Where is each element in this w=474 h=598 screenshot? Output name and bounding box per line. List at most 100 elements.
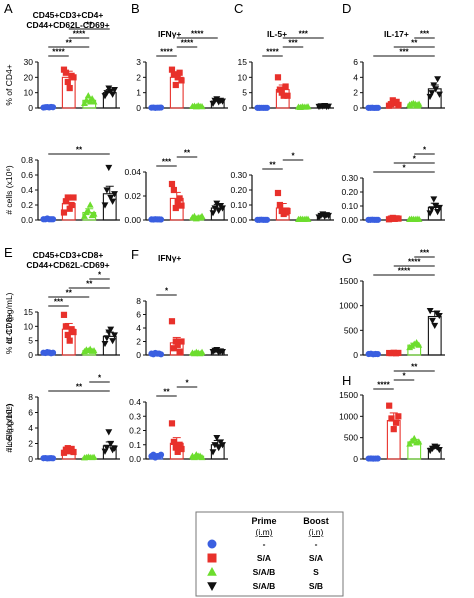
y-tick-label: 0.1 — [129, 440, 141, 450]
chart-panel-d2: 0.00 0.10 0.20 0.30 * * * — [341, 146, 445, 225]
chart-panel-a2: 0.0 0.2 0.4 0.6 0.8 # cells (x10⁶) ** — [4, 146, 120, 225]
panel-title: IFNγ+ — [158, 253, 181, 263]
significance-label: **** — [266, 48, 279, 57]
y-tick-label: 15 — [24, 307, 34, 317]
data-point-group-4 — [109, 91, 117, 98]
y-tick-label: 20 — [24, 72, 34, 82]
y-axis-label: # cells (x10⁶) — [4, 165, 14, 214]
data-point-group-3 — [90, 453, 98, 460]
legend-boost-3: S — [313, 567, 319, 577]
data-point-group-2 — [284, 92, 291, 99]
y-tick-label: 500 — [344, 325, 358, 335]
y-tick-label: 0.4 — [21, 185, 33, 195]
legend-symbol-4 — [207, 582, 217, 592]
data-point-group-3 — [198, 102, 206, 110]
panel-letter-f: F — [131, 247, 139, 262]
y-tick-label: 5 — [242, 88, 247, 98]
panel-title: CD45+CD3+CD8+ — [33, 250, 104, 260]
data-point-group-4 — [111, 87, 118, 94]
data-point-group-4 — [435, 447, 443, 454]
data-point-group-2 — [62, 69, 69, 76]
legend-prime-2: S/A — [257, 553, 271, 563]
significance-label: **** — [160, 48, 173, 57]
data-point-group-3 — [304, 215, 312, 222]
panel-title: IL-17+ — [384, 29, 409, 39]
legend-frame — [195, 511, 344, 597]
data-point-group-2 — [70, 328, 77, 336]
data-point-group-1 — [49, 104, 57, 111]
data-point-group-2 — [70, 448, 77, 456]
data-point-group-3 — [304, 103, 312, 110]
data-point-group-2 — [284, 207, 291, 215]
legend-boost-1: - — [315, 539, 318, 549]
chart-panel-c2: 0.000.100.200.30*** — [230, 152, 334, 225]
significance-label: *** — [420, 249, 430, 258]
y-tick-label: 4 — [136, 323, 141, 333]
data-point-group-4 — [325, 212, 332, 220]
y-tick-label: 0.30 — [230, 170, 247, 180]
data-point-group-2 — [60, 209, 68, 216]
panel-title: CD44+CD62L-CD69+ — [26, 20, 109, 30]
data-point-group-4 — [103, 187, 111, 194]
y-tick-label: 15 — [238, 57, 248, 67]
bar-group-4 — [427, 315, 442, 356]
significance-label: * — [98, 374, 102, 383]
data-point-group-2 — [174, 341, 181, 348]
y-tick-label: 0 — [353, 350, 358, 360]
data-point-group-4 — [426, 93, 434, 101]
y-axis-label: # cells (x10⁶) — [4, 403, 14, 452]
y-tick-label: 6 — [28, 408, 33, 418]
data-point-group-4 — [436, 91, 443, 98]
data-point-group-1 — [49, 216, 57, 223]
data-point-group-2 — [274, 74, 282, 81]
data-point-group-1 — [157, 351, 165, 358]
significance-label: ** — [66, 289, 73, 298]
data-point-group-4 — [209, 210, 217, 217]
data-point-group-4 — [101, 448, 109, 455]
data-point-group-2 — [390, 426, 397, 433]
data-point-group-2 — [70, 194, 77, 201]
significance-label: *** — [399, 48, 409, 57]
data-point-group-4 — [105, 429, 113, 436]
data-point-group-4 — [219, 98, 226, 105]
significance-label: ** — [76, 383, 83, 392]
data-point-group-4 — [107, 88, 115, 95]
data-point-group-4 — [103, 335, 111, 342]
data-point-group-2 — [176, 195, 183, 202]
data-point-group-4 — [103, 90, 111, 97]
legend-prime-1: - — [263, 539, 266, 549]
data-point-group-3 — [198, 212, 206, 219]
data-point-group-4 — [111, 332, 118, 339]
data-point-group-1 — [374, 351, 381, 358]
significance-label: * — [402, 372, 406, 381]
significance-label: * — [402, 164, 406, 173]
y-axis-label: % of CD4+ — [4, 64, 14, 105]
data-point-group-4 — [101, 202, 109, 209]
data-point-group-1 — [49, 455, 57, 462]
data-point-group-2 — [64, 194, 71, 201]
data-point-group-2 — [392, 419, 400, 426]
significance-label: ** — [86, 280, 93, 289]
panel-letter-g: G — [342, 251, 352, 266]
data-point-group-4 — [111, 191, 118, 198]
y-tick-label: 0.10 — [230, 200, 247, 210]
data-point-group-3 — [415, 438, 423, 445]
data-point-group-4 — [435, 312, 443, 320]
y-tick-label: 1500 — [339, 390, 358, 400]
panel-title: CD45+CD3+CD4+ — [33, 10, 104, 20]
significance-label: **** — [191, 30, 204, 39]
data-point-group-4 — [428, 206, 436, 213]
data-point-group-2 — [170, 186, 177, 194]
data-point-group-3 — [82, 96, 90, 103]
data-point-group-3 — [86, 201, 94, 208]
data-point-group-1 — [49, 349, 57, 356]
data-point-group-2 — [168, 180, 176, 188]
y-tick-label: 2 — [28, 439, 33, 449]
data-point-group-2 — [176, 69, 183, 76]
data-point-group-4 — [107, 440, 115, 448]
data-point-group-4 — [434, 209, 442, 216]
significance-label: ** — [269, 161, 276, 170]
y-tick-label: 0.20 — [341, 187, 358, 197]
y-tick-label: 6 — [353, 57, 358, 67]
